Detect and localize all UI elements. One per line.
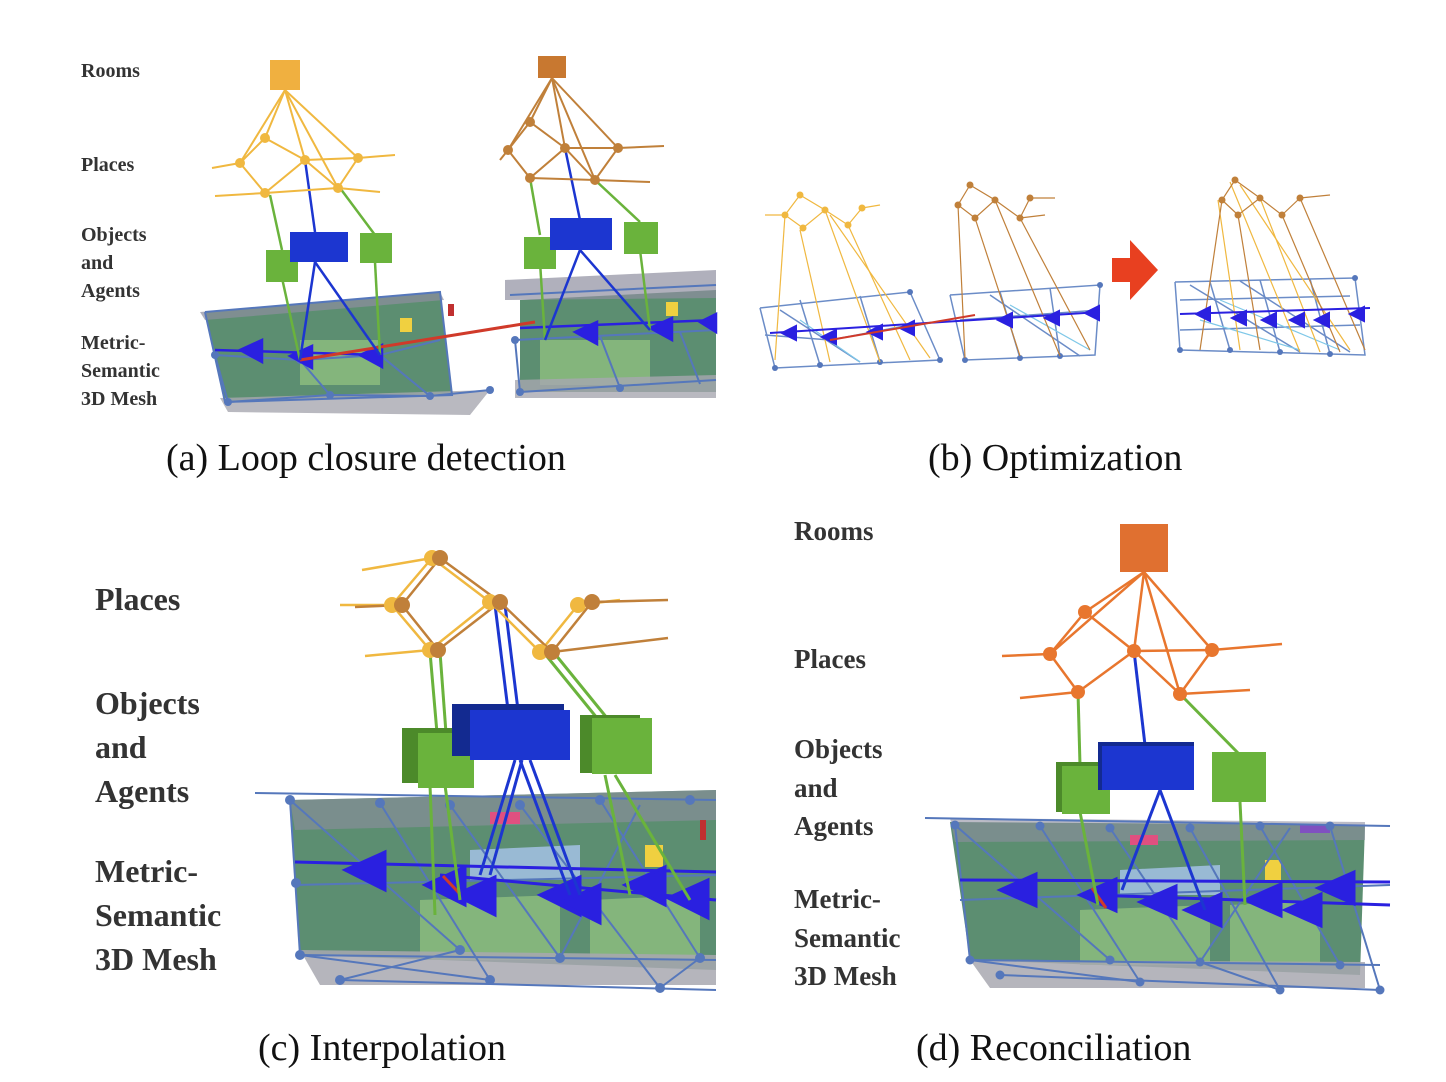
label-rooms-d: Rooms	[794, 516, 874, 546]
room-node-d	[1120, 524, 1168, 572]
label-objects-and-agents: Objects and Agents	[81, 224, 147, 302]
label-places-c: Places	[95, 581, 181, 617]
label-mesh-c: Metric- Semantic 3D Mesh	[95, 853, 222, 977]
trajectory-arrow-d1	[996, 871, 1038, 909]
agent-box-a1	[290, 232, 348, 262]
room-node-a1	[270, 60, 300, 90]
label-objects-and-agents-c: Objects and Agents	[95, 685, 200, 809]
agent-box-c	[470, 710, 570, 760]
object-box-c2	[592, 718, 652, 774]
room-node-a2	[538, 56, 566, 78]
label-objects-and-agents-d: Objects and Agents	[794, 734, 883, 842]
loop-closure-edge	[299, 320, 536, 362]
loop-closure-edge-b	[829, 314, 976, 341]
caption-b: (b) Optimization	[928, 437, 1183, 479]
caption-a: (a) Loop closure detection	[166, 437, 566, 479]
trajectory-arrow-c1	[341, 849, 387, 893]
label-rooms: Rooms	[81, 60, 140, 82]
object-box-a2	[360, 233, 392, 263]
agent-box-d	[1102, 746, 1194, 790]
optimization-arrow	[1112, 240, 1158, 300]
label-places: Places	[81, 154, 135, 176]
caption-c: (c) Interpolation	[258, 1027, 506, 1069]
label-mesh: Metric- Semantic 3D Mesh	[81, 332, 160, 410]
caption-d: (d) Reconciliation	[916, 1027, 1192, 1069]
label-mesh-d: Metric- Semantic 3D Mesh	[794, 884, 901, 992]
object-box-d2	[1212, 752, 1266, 802]
label-places-d: Places	[794, 644, 866, 674]
